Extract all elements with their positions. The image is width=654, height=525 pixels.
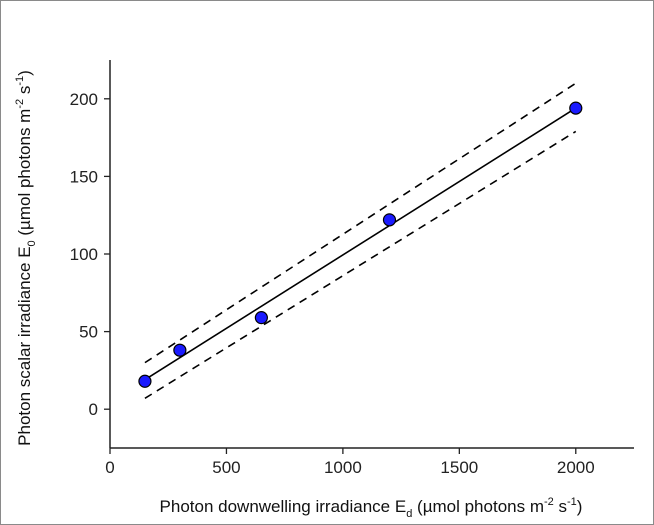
confidence-band-upper [144, 82, 577, 364]
y-tick-label: 150 [70, 167, 98, 186]
x-tick-label: 500 [212, 458, 240, 477]
y-tick-label: 200 [70, 90, 98, 109]
data-point [569, 101, 583, 115]
data-point [173, 343, 187, 357]
axis-ticks: 0 500 1000 1500 2000 0 50 100 150 200 [70, 90, 595, 477]
y-tick-label: 50 [79, 323, 98, 342]
data-point [382, 213, 397, 227]
x-axis-title: Photon downwelling irradiance Ed (µmol p… [160, 496, 583, 520]
x-tick-label: 2000 [557, 458, 595, 477]
y-axis-title: Photon scalar irradiance E0 (µmol photon… [14, 70, 38, 446]
x-tick-label: 1500 [440, 458, 478, 477]
x-tick-label: 1000 [324, 458, 362, 477]
regression-line [144, 107, 577, 381]
data-series [138, 82, 583, 400]
y-tick-label: 100 [70, 245, 98, 264]
confidence-band-lower [144, 130, 577, 400]
x-tick-label: 0 [105, 458, 114, 477]
data-point [254, 311, 268, 325]
y-tick-label: 0 [89, 400, 98, 419]
data-point [138, 374, 152, 388]
